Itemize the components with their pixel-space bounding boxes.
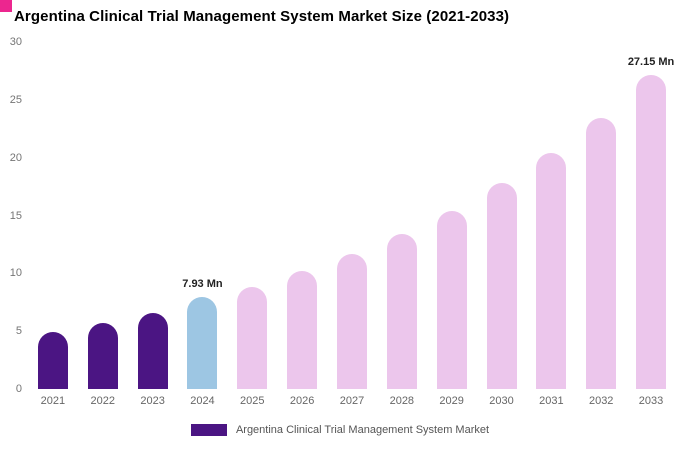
bar-slot-2033: 27.15 Mn	[626, 42, 676, 389]
bar-2032	[586, 118, 617, 389]
plot-area: 7.93 Mn 27.15 Mn	[28, 42, 676, 389]
x-tick-label-2025: 2025	[240, 395, 265, 407]
bar-2022	[87, 323, 118, 389]
y-axis: 0 5 10 15 20 25 30	[2, 36, 22, 395]
chart-title: Argentina Clinical Trial Management Syst…	[14, 8, 510, 25]
corner-accent	[0, 0, 12, 12]
x-tick-label-2024: 2024	[190, 395, 215, 407]
bar-slot-2032	[576, 42, 626, 389]
y-tick-label: 30	[9, 36, 22, 48]
x-tick-label-2022: 2022	[90, 395, 115, 407]
bar-slot-2027	[327, 42, 377, 389]
bar-slot-2029	[427, 42, 477, 389]
bar-2033	[636, 75, 667, 389]
x-tick-label-2021: 2021	[40, 395, 66, 407]
bar-slot-2025	[227, 42, 277, 389]
bar-2030	[486, 183, 517, 389]
legend-swatch	[190, 424, 227, 436]
legend-label: Argentina Clinical Trial Management Syst…	[235, 424, 490, 436]
x-tick-label-2027: 2027	[339, 395, 365, 407]
value-label-2024: 7.93 Mn	[182, 278, 223, 290]
bar-slot-2026	[277, 42, 327, 389]
bar-2028	[386, 234, 417, 389]
bar-slot-2022	[78, 42, 128, 389]
bar-2029	[436, 211, 467, 389]
y-tick-label: 15	[9, 209, 22, 222]
value-label-2033: 27.15 Mn	[627, 56, 675, 68]
x-tick-label-2033: 2033	[638, 395, 664, 407]
x-tick-label-2029: 2029	[439, 395, 464, 407]
x-tick-label-2023: 2023	[140, 395, 165, 407]
x-axis-labels: 2021 2022 2023 2024 2025 2026 2027 2028 2029 2030…	[28, 395, 676, 407]
bar-slot-2024: 7.93 Mn	[178, 42, 228, 389]
bar-slot-2023	[128, 42, 178, 389]
x-tick-label-2032: 2032	[588, 395, 614, 407]
bar-2025	[237, 287, 268, 389]
y-tick-label: 0	[15, 383, 22, 395]
bar-2024	[187, 297, 218, 389]
bar-slot-2028	[377, 42, 427, 389]
bar-2023	[137, 313, 168, 389]
y-tick-label: 20	[9, 151, 22, 164]
bar-2026	[287, 271, 318, 389]
legend: Argentina Clinical Trial Management Syst…	[0, 424, 680, 436]
bar-slot-2031	[526, 42, 576, 389]
x-tick-label-2030: 2030	[489, 395, 514, 407]
bar-2027	[336, 254, 367, 389]
bar-2031	[536, 153, 567, 389]
y-tick-label: 25	[9, 93, 22, 106]
x-tick-label-2031: 2031	[539, 395, 564, 407]
bar-2021	[37, 332, 68, 389]
x-tick-label-2028: 2028	[389, 395, 415, 407]
x-tick-label-2026: 2026	[289, 395, 315, 407]
bar-slot-2021	[28, 42, 78, 389]
bar-slot-2030	[477, 42, 527, 389]
y-tick-label: 10	[9, 267, 22, 280]
y-tick-label: 5	[15, 325, 22, 338]
